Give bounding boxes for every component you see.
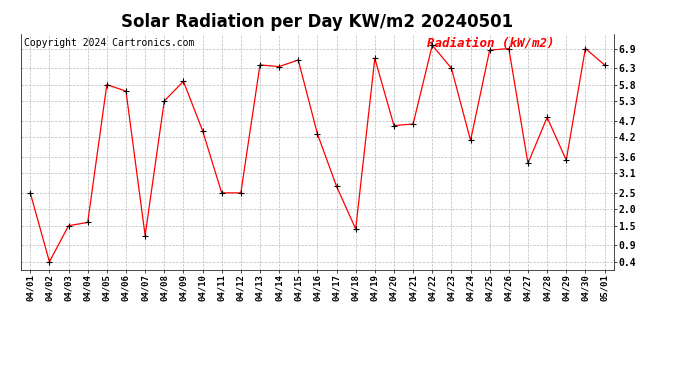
Text: Copyright 2024 Cartronics.com: Copyright 2024 Cartronics.com	[23, 39, 194, 48]
Text: Radiation (kW/m2): Radiation (kW/m2)	[427, 36, 555, 49]
Title: Solar Radiation per Day KW/m2 20240501: Solar Radiation per Day KW/m2 20240501	[121, 13, 513, 31]
